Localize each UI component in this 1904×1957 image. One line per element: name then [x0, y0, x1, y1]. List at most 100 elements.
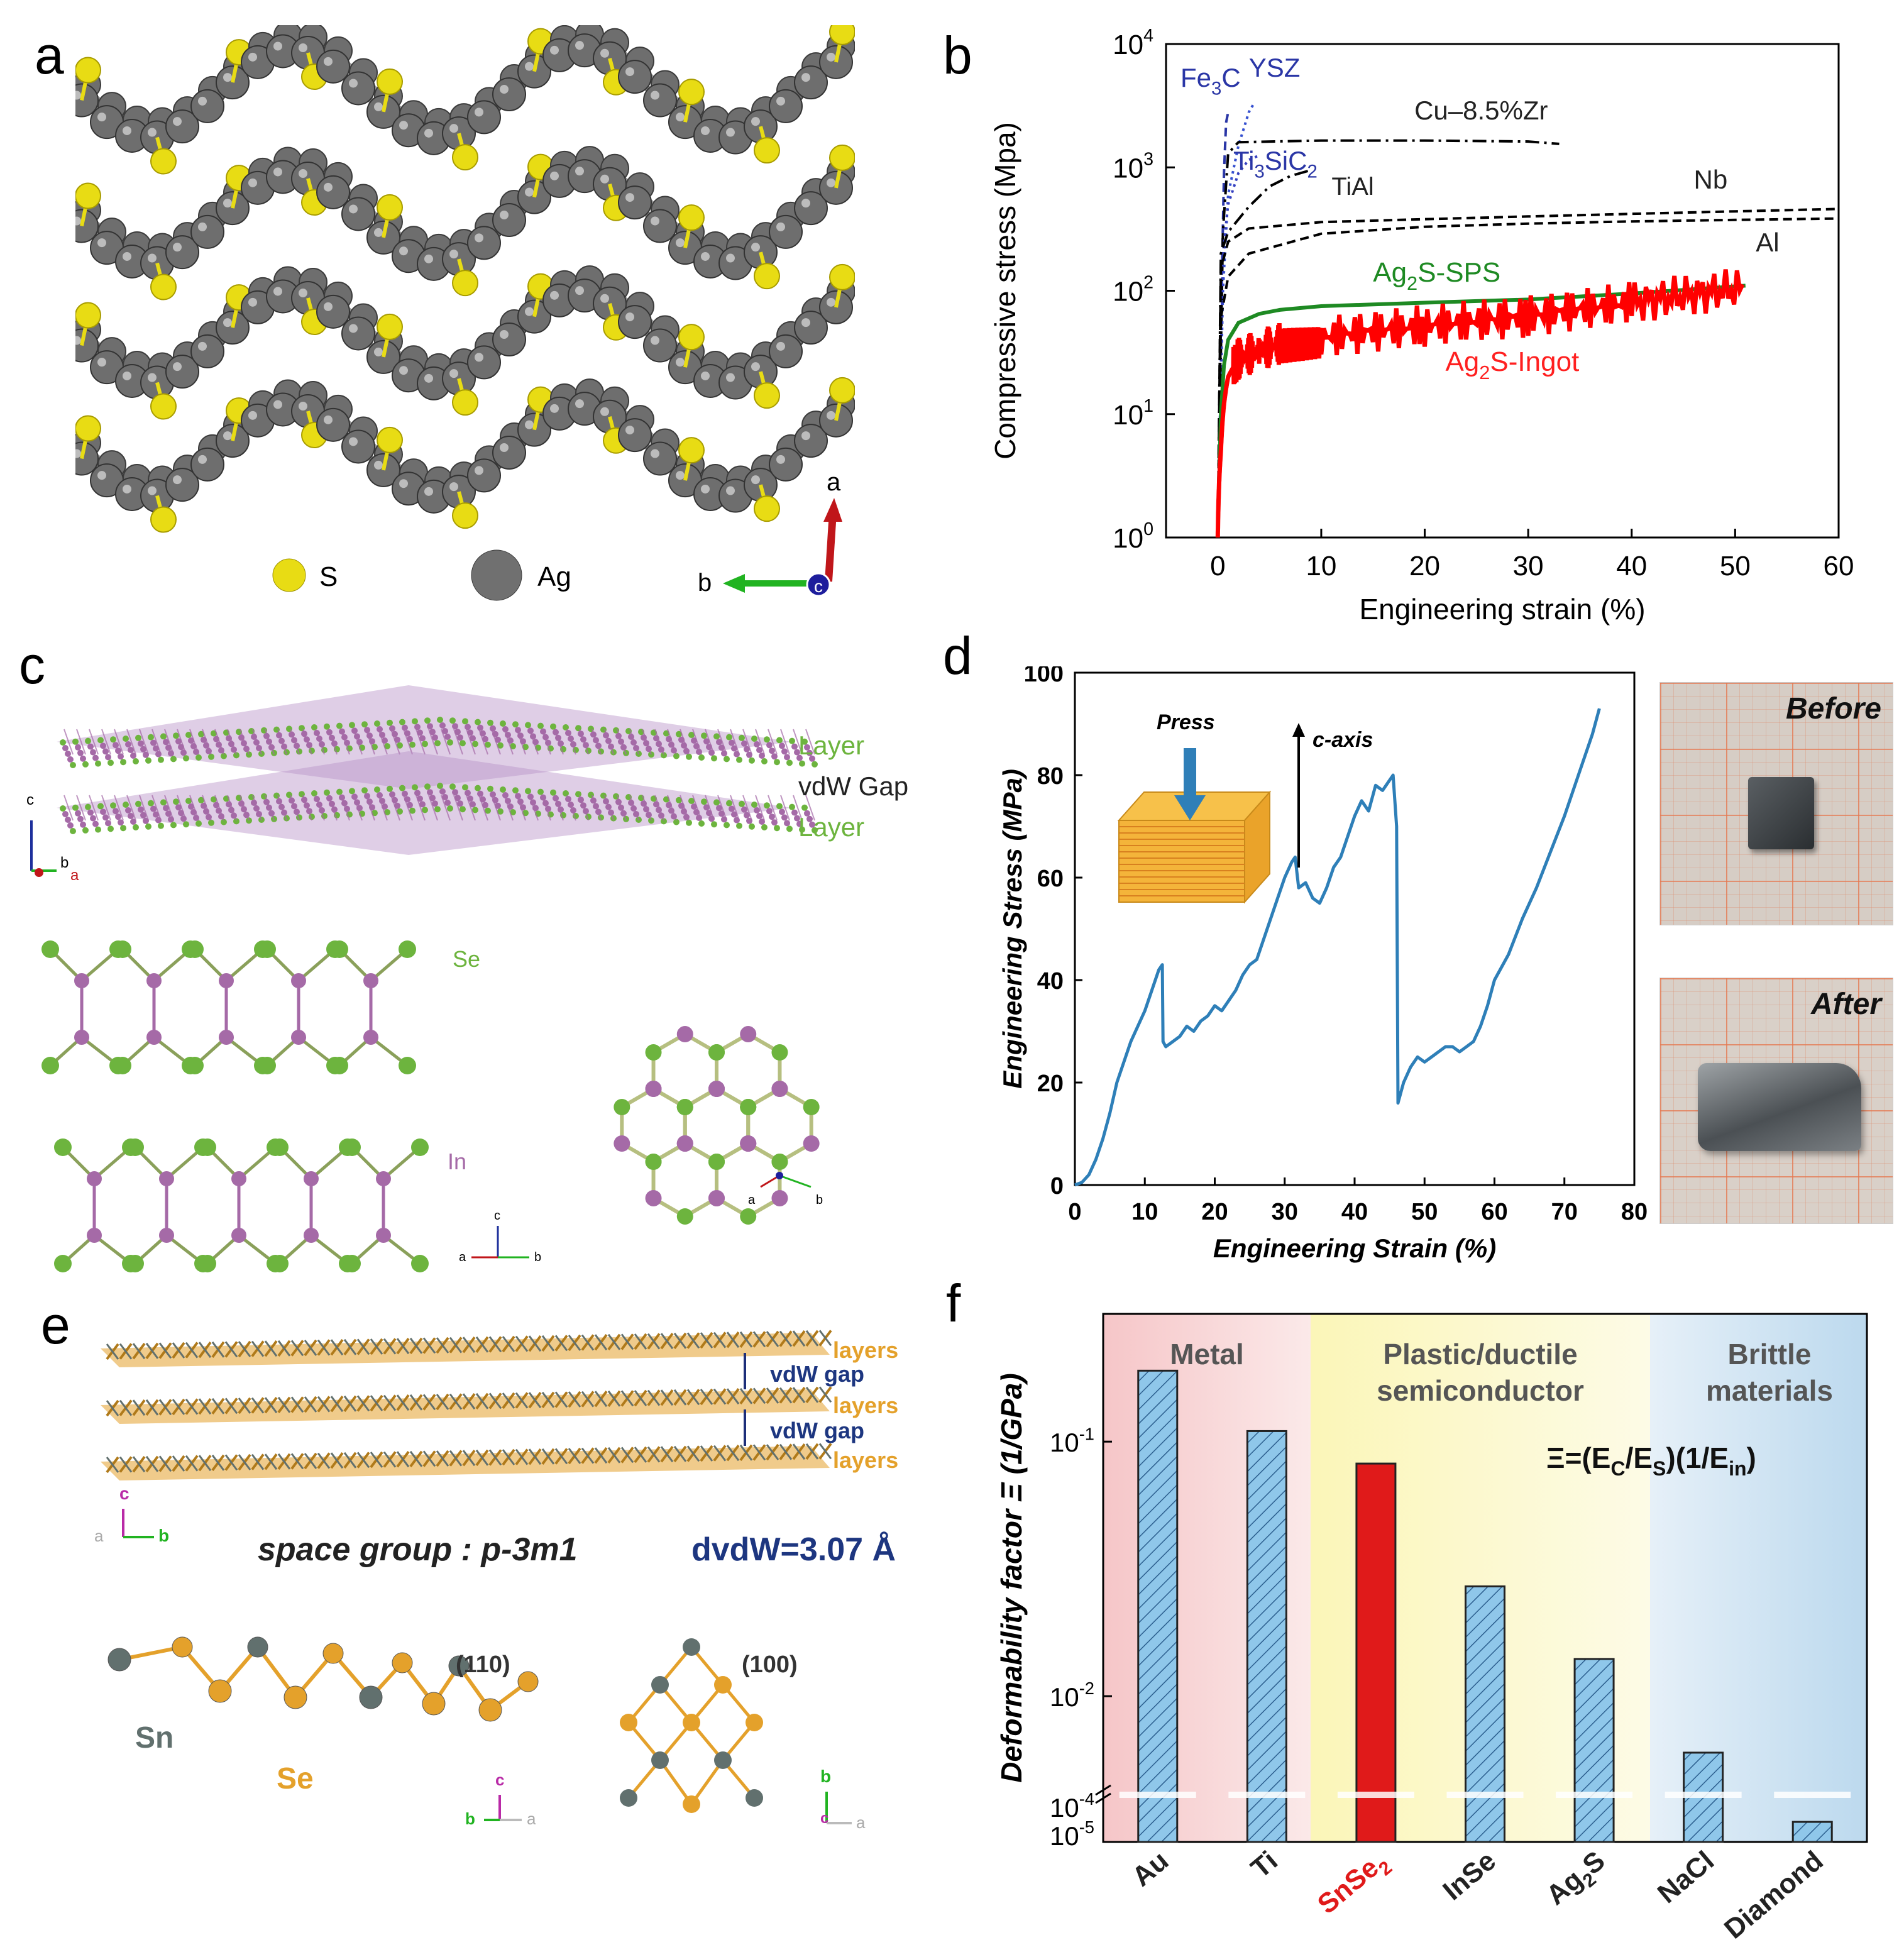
panel-a-axis-triad: a b c [698, 468, 842, 597]
d-ytick-label: 0 [1050, 1173, 1064, 1199]
space-group-label: space group : p-3m1 [258, 1531, 578, 1568]
b-xtick-label: 20 [1409, 551, 1440, 582]
b-series-label-3: Ti3SiC2 [1233, 146, 1318, 182]
d-ytick-label: 80 [1037, 763, 1064, 790]
label-layer-bottom: Layer [798, 812, 864, 842]
panel-e-axes-110: c b a [465, 1770, 536, 1828]
label-100: (100) [742, 1651, 798, 1678]
d-xtick-label: 50 [1411, 1199, 1438, 1225]
label-layers-2: layers [833, 1392, 898, 1418]
label-vdw-gap-2: vdW gap [770, 1418, 864, 1443]
inse-hexagonal-view [614, 1026, 820, 1225]
b-series-label-7: Ag2S-SPS [1373, 257, 1500, 294]
e-axis-a: a [94, 1526, 104, 1545]
legend-label-ag: Ag [537, 561, 571, 592]
panel-d-stress-strain-chart: 0 10 20 30 40 50 60 70 80 0 20 40 60 80 100 Engineering… [998, 666, 1647, 1263]
panel-letter-b: b [943, 26, 972, 85]
b-xtick-label: 0 [1210, 551, 1225, 582]
f-region-label-1-0: Plastic/ductile [1383, 1338, 1577, 1370]
label-se-e: Se [277, 1762, 314, 1795]
photo-before-label: Before [1785, 692, 1881, 725]
panel-letter-c: c [19, 636, 45, 695]
e110-axis-c: c [495, 1770, 504, 1789]
inset-press-label: Press [1157, 710, 1215, 734]
f-bar-ag2s [1573, 1658, 1615, 1843]
label-vdw-gap-1: vdW gap [770, 1361, 864, 1387]
b-ytick-label: 104 [1113, 26, 1153, 60]
f-category-label: InSe [1437, 1845, 1502, 1906]
b-series-label-1: YSZ [1249, 53, 1301, 82]
b-xtick-label: 10 [1306, 551, 1336, 582]
f-yaxis-label: Deformability factor Ξ (1/GPa) [995, 1373, 1028, 1782]
b-xtick-label: 60 [1824, 551, 1854, 582]
d-series-snse2 [1074, 708, 1601, 1187]
b-ytick-label: 103 [1113, 149, 1153, 184]
panel-letter-d: d [943, 626, 972, 685]
d-xtick-label: 20 [1201, 1199, 1228, 1225]
b-series-label-4: TiAl [1331, 173, 1373, 201]
e100-axis-a: a [856, 1813, 866, 1832]
axis-a-label: a [70, 867, 79, 884]
panel-f-deformability-chart: Metal Plastic/ductile semiconductor Brittle… [995, 1313, 1868, 1945]
panel-c-inse-structure: Layer vdW Gap Layer c b a Se In c a b a … [26, 685, 908, 1272]
axis-label-a: a [827, 468, 841, 496]
hex-axis-b: b [816, 1193, 823, 1207]
snse2-110-view [107, 1636, 539, 1722]
d-ytick-label: 60 [1037, 866, 1064, 892]
b-ytick-label: 101 [1113, 396, 1153, 431]
d-xtick-label: 70 [1551, 1199, 1578, 1225]
inset-c-axis-label: c-axis [1312, 728, 1373, 752]
e110-axis-a: a [527, 1809, 536, 1828]
f-category-label: NaCl [1652, 1845, 1720, 1909]
f-axis-break [1095, 1784, 1111, 1796]
f-region-label-2-0: Brittle [1728, 1338, 1812, 1370]
d-ytick-label: 20 [1037, 1071, 1064, 1097]
label-layers-3: layers [833, 1447, 898, 1473]
photo-after: After [1659, 978, 1893, 1224]
f-category-label: SnSe2 [1312, 1845, 1396, 1924]
d-xtick-label: 30 [1272, 1199, 1298, 1225]
e110-axis-b: b [465, 1809, 475, 1828]
f-category-label: Au [1126, 1845, 1174, 1892]
hex-axis-a: a [748, 1193, 756, 1207]
panel-letter-f: f [946, 1274, 961, 1333]
f-bar-diamond [1791, 1821, 1833, 1843]
panel-a-legend: S Ag [272, 549, 571, 601]
b-series-label-5: Nb [1694, 165, 1728, 194]
e100-axis-b: b [820, 1767, 831, 1786]
b-series-cu-8-5-zr [1216, 139, 1560, 538]
panel-c-hex-axes: a b [748, 1172, 823, 1207]
b-xtick-label: 30 [1513, 551, 1544, 582]
panel-c-side-axes: c a b [459, 1209, 541, 1264]
label-sn: Sn [135, 1721, 173, 1755]
sulfur-legend-marker [272, 558, 306, 592]
d-yaxis-label: Engineering Stress (MPa) [998, 769, 1027, 1089]
inse-layered-slabs [57, 685, 818, 855]
f-region-label-0-0: Metal [1170, 1338, 1244, 1370]
e100-axis-c: c [820, 1810, 828, 1827]
f-bar-au [1137, 1369, 1179, 1843]
label-in: In [448, 1149, 466, 1174]
axis-label-b: b [698, 569, 712, 597]
panel-b-stress-strain-chart: 0 10 20 30 40 50 60 100 101 102 103 104 Engineering … [989, 26, 1854, 626]
b-series-label-8: Ag2S-Ingot [1445, 346, 1579, 383]
f-category-label: Ti [1245, 1845, 1284, 1884]
label-vdw-gap: vdW Gap [798, 771, 908, 801]
f-region-label-1-1: semiconductor [1377, 1374, 1584, 1407]
snse2-layered-slabs [101, 1330, 832, 1480]
side-axis-a: a [459, 1250, 466, 1264]
f-ytick-label: 10-1 [1050, 1424, 1094, 1457]
d-xtick-label: 80 [1621, 1199, 1647, 1225]
panel-c-axis-small: c b a [26, 791, 79, 884]
label-se: Se [453, 946, 480, 972]
d-xtick-label: 0 [1068, 1199, 1081, 1225]
snse2-100-view [620, 1638, 763, 1813]
label-layer-top: Layer [798, 730, 864, 760]
b-series-ti3sic2 [1216, 154, 1260, 538]
f-ytick-label: 10-4 [1050, 1789, 1094, 1822]
b-series-label-6: Al [1756, 228, 1779, 257]
d-xaxis-label: Engineering Strain (%) [1213, 1233, 1496, 1263]
side-axis-c: c [494, 1209, 500, 1223]
b-ytick-label: 102 [1113, 273, 1153, 307]
b-series-label-0: Fe3C [1180, 63, 1241, 99]
